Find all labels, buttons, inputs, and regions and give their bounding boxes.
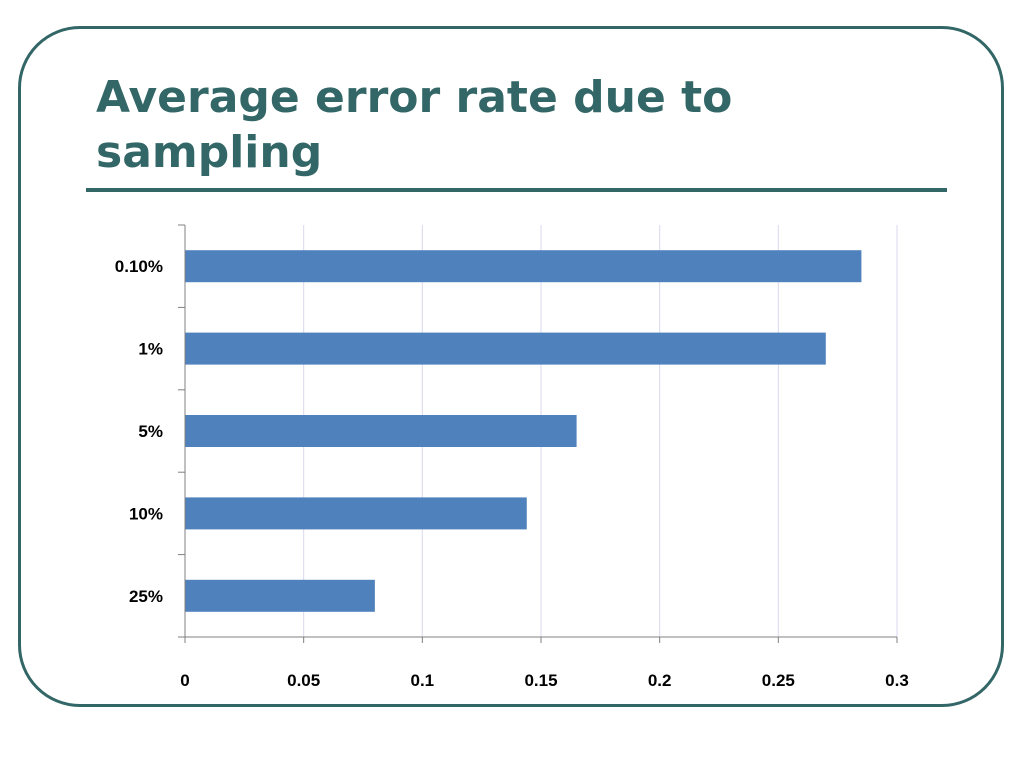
x-tick-label: 0 (180, 671, 189, 690)
bar (185, 415, 577, 447)
x-tick-label: 0.05 (287, 671, 320, 690)
bar (185, 332, 826, 365)
x-tick-label: 0.2 (648, 671, 672, 690)
y-tick-label: 0.10% (115, 257, 163, 276)
x-tick-label: 0.1 (411, 671, 435, 690)
x-tick-label: 0.15 (524, 671, 557, 690)
x-tick-label: 0.3 (885, 671, 909, 690)
y-tick-label: 10% (129, 504, 163, 523)
y-tick-label: 5% (138, 422, 163, 441)
axes (178, 224, 898, 643)
bar (185, 579, 375, 612)
tick-labels: 0.10% 1% 5% 10% 25% 0 0.05 0.1 0.15 0.2 0.25 0.3 (115, 257, 909, 690)
bar (185, 250, 862, 283)
bar (185, 497, 527, 530)
title-divider (86, 188, 947, 192)
slide-title: Average error rate due to sampling (96, 72, 733, 178)
x-tick-label: 0.25 (762, 671, 795, 690)
y-tick-label: 1% (138, 340, 163, 359)
bars (185, 250, 862, 612)
slide-frame (18, 26, 1004, 707)
y-tick-label: 25% (129, 587, 163, 606)
